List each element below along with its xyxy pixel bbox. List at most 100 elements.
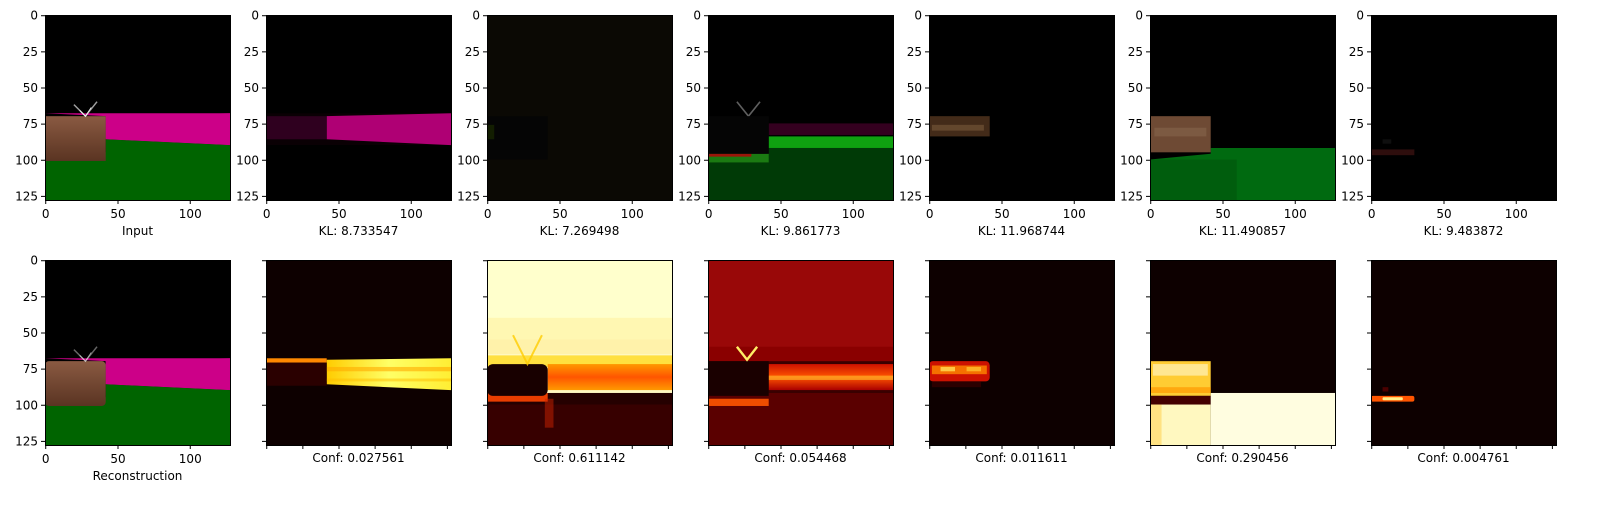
y-tick-label: 100 — [457, 153, 480, 167]
y-tick-label: 25 — [23, 45, 38, 59]
x-tick-label: 0 — [263, 207, 271, 221]
y-tick-label: 25 — [686, 45, 701, 59]
x-tick-label: 50 — [110, 207, 125, 221]
x-tick-label: 50 — [1215, 207, 1230, 221]
y-tick-label: 0 — [693, 9, 701, 23]
y-tick-label: 100 — [1341, 153, 1364, 167]
y-tick-label: 75 — [465, 117, 480, 131]
axes-frame — [929, 260, 1115, 446]
x-tick-label: 100 — [400, 207, 423, 221]
panel-caption: Conf: 0.027561 — [312, 451, 404, 465]
bottom-panel-2: Conf: 0.027561 — [262, 260, 452, 465]
y-tick-label: 75 — [23, 117, 38, 131]
panel-image — [487, 260, 672, 445]
panel-image — [708, 15, 893, 200]
panel-caption: KL: 9.861773 — [761, 224, 841, 238]
axes-frame — [1150, 15, 1336, 201]
x-tick-label: 50 — [552, 207, 567, 221]
y-tick-label: 125 — [15, 189, 38, 203]
panel-image — [1150, 15, 1335, 200]
bottom-panel-5: Conf: 0.011611 — [925, 260, 1115, 465]
y-tick-label: 125 — [15, 434, 38, 448]
y-tick-label: 25 — [465, 45, 480, 59]
panel-caption: KL: 8.733547 — [319, 224, 399, 238]
y-tick-label: 75 — [244, 117, 259, 131]
panel-caption: Conf: 0.004761 — [1417, 451, 1509, 465]
axes-frame — [266, 260, 452, 446]
x-tick-label: 50 — [110, 452, 125, 466]
panel-image — [1150, 260, 1335, 445]
y-tick-label: 0 — [30, 254, 38, 268]
axes-frame — [1371, 260, 1557, 446]
panel-caption: Conf: 0.011611 — [975, 451, 1067, 465]
bottom-panel-3: Conf: 0.611142 — [483, 260, 673, 465]
y-tick-label: 125 — [457, 189, 480, 203]
axes-frame — [266, 15, 452, 201]
bottom-panel-7: Conf: 0.004761 — [1367, 260, 1557, 465]
x-tick-label: 100 — [842, 207, 865, 221]
y-tick-label: 100 — [15, 153, 38, 167]
y-tick-label: 0 — [914, 9, 922, 23]
axes-frame — [708, 15, 894, 201]
panel-caption: Conf: 0.290456 — [1196, 451, 1288, 465]
y-tick-label: 100 — [15, 398, 38, 412]
top-panel-5: 0 25 50 75 100 125 0 50 100 KL: 11.968744 — [899, 9, 1115, 238]
panel-image — [487, 15, 672, 200]
x-tick-label: 0 — [484, 207, 492, 221]
bottom-panel-4: Conf: 0.054468 — [704, 260, 894, 465]
panel-image — [1371, 15, 1556, 200]
y-tick-label: 25 — [23, 290, 38, 304]
y-tick-label: 0 — [1135, 9, 1143, 23]
y-tick-label: 75 — [23, 362, 38, 376]
x-tick-label: 100 — [1505, 207, 1528, 221]
panel-caption: Conf: 0.611142 — [533, 451, 625, 465]
panel-caption: KL: 9.483872 — [1424, 224, 1504, 238]
y-tick-label: 50 — [465, 81, 480, 95]
x-tick-label: 50 — [773, 207, 788, 221]
y-tick-label: 75 — [1349, 117, 1364, 131]
x-tick-label: 100 — [179, 207, 202, 221]
y-tick-label: 125 — [236, 189, 259, 203]
axes-frame — [929, 15, 1115, 201]
y-tick-label: 50 — [1349, 81, 1364, 95]
axes-frame — [45, 15, 231, 201]
x-tick-label: 100 — [179, 452, 202, 466]
axes-frame — [487, 15, 673, 201]
panel-image — [1371, 260, 1556, 445]
panel-caption: KL: 11.968744 — [978, 224, 1065, 238]
bottom-panel-6: Conf: 0.290456 — [1146, 260, 1336, 465]
x-tick-label: 100 — [1284, 207, 1307, 221]
y-tick-label: 100 — [678, 153, 701, 167]
x-tick-label: 100 — [621, 207, 644, 221]
y-tick-label: 50 — [23, 81, 38, 95]
axes-frame — [45, 260, 231, 446]
axes-frame — [1371, 15, 1557, 201]
x-tick-label: 0 — [1147, 207, 1155, 221]
x-tick-label: 50 — [994, 207, 1009, 221]
x-tick-label: 100 — [1063, 207, 1086, 221]
y-tick-label: 75 — [686, 117, 701, 131]
panel-caption: KL: 11.490857 — [1199, 224, 1286, 238]
panel-image — [929, 15, 1114, 200]
top-panel-1: 0 25 50 75 100 125 0 50 100 Input — [15, 9, 231, 238]
y-tick-label: 125 — [1341, 189, 1364, 203]
panel-caption: Conf: 0.054468 — [754, 451, 846, 465]
axes-frame — [487, 260, 673, 446]
y-tick-label: 100 — [236, 153, 259, 167]
x-tick-label: 50 — [331, 207, 346, 221]
x-tick-label: 0 — [42, 207, 50, 221]
y-tick-label: 50 — [23, 326, 38, 340]
y-tick-label: 125 — [899, 189, 922, 203]
y-tick-label: 25 — [1349, 45, 1364, 59]
axes-frame — [708, 260, 894, 446]
x-tick-label: 0 — [926, 207, 934, 221]
y-tick-label: 125 — [678, 189, 701, 203]
axes-frame — [1150, 260, 1336, 446]
y-tick-label: 75 — [907, 117, 922, 131]
y-tick-label: 25 — [1128, 45, 1143, 59]
y-tick-label: 75 — [1128, 117, 1143, 131]
panel-image — [266, 260, 451, 445]
